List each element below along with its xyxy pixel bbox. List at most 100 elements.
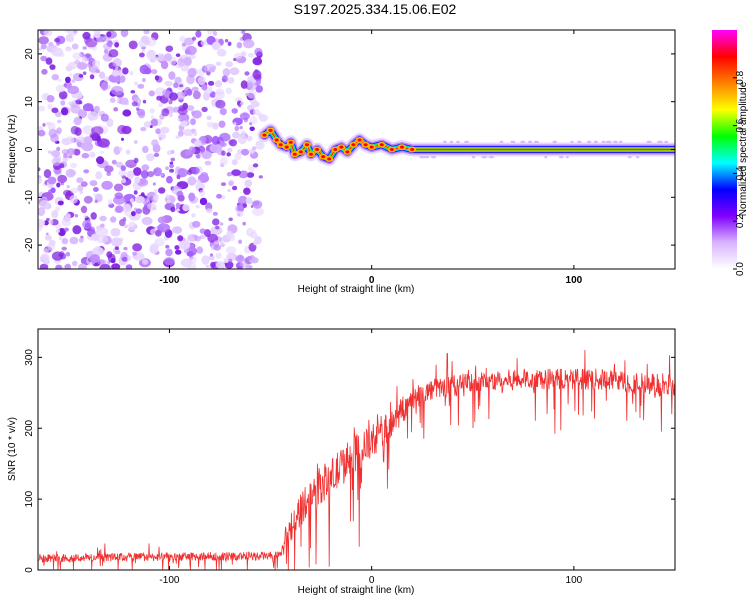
noise-speckle [51, 74, 59, 81]
noise-speckle [190, 118, 196, 126]
noise-speckle [93, 187, 99, 192]
y-tick-label: 0 [24, 146, 35, 152]
noise-speckle [59, 163, 65, 169]
noise-speckle [45, 57, 53, 65]
noise-speckle [233, 122, 237, 126]
noise-speckle [164, 256, 175, 266]
noise-speckle [143, 30, 150, 35]
noise-speckle [155, 128, 162, 135]
noise-speckle [208, 254, 215, 261]
noise-speckle [168, 99, 173, 105]
noise-speckle [51, 47, 64, 57]
noise-speckle [193, 131, 198, 137]
noise-speckle [88, 226, 96, 233]
noise-speckle [239, 204, 244, 210]
noise-speckle [253, 229, 256, 233]
noise-speckle [176, 190, 184, 198]
noise-speckle [135, 208, 142, 214]
y-tick-label: 300 [24, 349, 35, 366]
noise-speckle [201, 151, 212, 160]
noise-speckle [150, 118, 158, 127]
noise-speckle [246, 172, 255, 178]
noise-speckle [188, 192, 196, 202]
noise-speckle [210, 261, 216, 268]
noise-speckle [218, 120, 226, 128]
signal-blob-core [262, 133, 267, 137]
noise-speckle [172, 226, 183, 234]
noise-speckle [255, 85, 263, 93]
noise-speckle [73, 116, 82, 126]
noise-speckle [137, 83, 145, 89]
signal-sidelobe [544, 155, 548, 159]
noise-speckle [170, 157, 176, 162]
noise-speckle [175, 53, 181, 57]
noise-speckle [65, 251, 71, 257]
noise-speckle [61, 107, 69, 116]
noise-speckle [42, 123, 46, 127]
noise-speckle [149, 245, 158, 254]
noise-speckle [192, 220, 201, 228]
noise-speckle [58, 90, 68, 100]
signal-sidelobe [635, 155, 640, 159]
noise-speckle [158, 187, 166, 194]
signal-blob-core [400, 145, 404, 149]
noise-speckle [231, 159, 238, 166]
noise-speckle [247, 80, 253, 87]
noise-speckle [215, 261, 226, 269]
noise-speckle [68, 155, 73, 159]
noise-speckle [170, 149, 175, 154]
noise-speckle [165, 194, 170, 199]
noise-speckle [89, 151, 96, 158]
noise-speckle [176, 208, 180, 212]
noise-speckle [39, 200, 51, 210]
snr-ticks: -100 0 100 0 100 200 300 [24, 329, 675, 586]
noise-speckle [179, 84, 184, 88]
noise-speckle [93, 105, 101, 113]
figure-title: S197.2025.334.15.06.E02 [294, 1, 457, 17]
noise-speckle [170, 203, 174, 207]
noise-speckle [157, 223, 171, 233]
noise-speckle [114, 192, 124, 199]
noise-speckle [119, 97, 129, 105]
noise-speckle [90, 212, 97, 220]
noise-speckle [38, 207, 46, 217]
noise-speckle [244, 179, 253, 188]
noise-speckle [75, 139, 80, 143]
signal-blob-core [327, 157, 332, 161]
x-tick-label: 100 [566, 275, 583, 286]
noise-speckle [234, 125, 240, 132]
noise-speckle [139, 64, 150, 75]
noise-speckle [234, 152, 242, 161]
noise-speckle [155, 75, 163, 83]
noise-speckle [125, 149, 131, 155]
noise-speckle [130, 90, 136, 94]
colorbar-label: Normalized spectral amplitude [738, 81, 749, 216]
noise-speckle [225, 61, 233, 68]
signal-sidelobe [499, 140, 504, 144]
noise-speckle [77, 109, 88, 119]
noise-speckle [99, 150, 104, 154]
noise-speckle [99, 263, 111, 269]
x-tick-label: 100 [566, 575, 583, 586]
noise-speckle [215, 225, 220, 230]
noise-speckle [177, 235, 184, 242]
noise-speckle [107, 253, 116, 263]
noise-speckle [208, 80, 215, 86]
signal-sidelobe [664, 140, 669, 144]
noise-speckle [40, 43, 47, 50]
noise-speckle [56, 182, 61, 188]
snr-x-axis-label: Height of straight line (km) [298, 585, 415, 596]
noise-speckle [221, 150, 226, 156]
noise-speckle [254, 47, 263, 57]
noise-speckle [121, 125, 132, 135]
noise-speckle [82, 125, 94, 135]
noise-speckle [49, 64, 56, 70]
noise-speckle [47, 122, 56, 131]
noise-speckle [227, 258, 233, 264]
noise-speckle [160, 60, 169, 70]
noise-speckle [152, 182, 156, 186]
signal-sidelobe [577, 140, 582, 144]
noise-speckle [96, 136, 102, 142]
noise-speckle [83, 136, 93, 145]
noise-speckle [246, 227, 254, 237]
